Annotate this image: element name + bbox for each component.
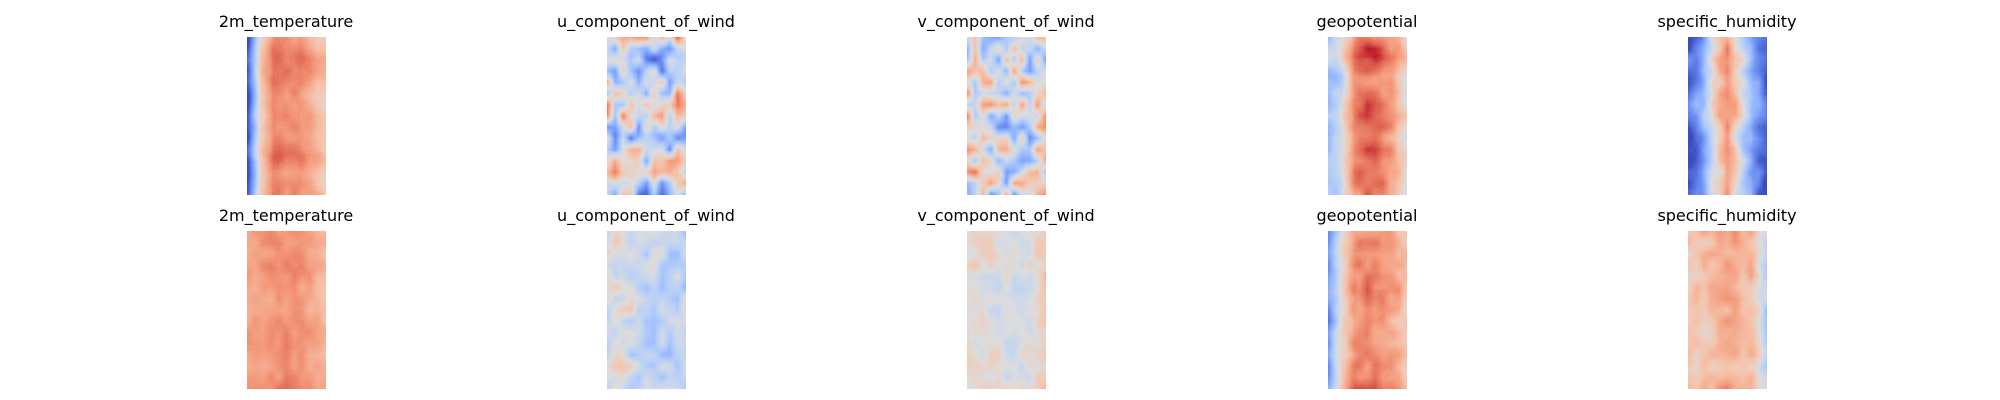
panel-title: v_component_of_wind	[917, 206, 1095, 225]
heatmap-2m-temperature	[247, 231, 326, 389]
heatmap-specific-humidity	[1688, 231, 1767, 389]
panel-title: specific_humidity	[1657, 12, 1797, 31]
heatmap-geopotential	[1328, 37, 1407, 195]
panel-title: 2m_temperature	[218, 206, 354, 225]
heatmap-v-component-of-wind	[967, 231, 1046, 389]
heatmap-geopotential	[1328, 231, 1407, 389]
panel-title: geopotential	[1316, 12, 1418, 31]
heatmap-u-component-of-wind	[607, 37, 686, 195]
panel-title: 2m_temperature	[218, 12, 354, 31]
panel-title: specific_humidity	[1657, 206, 1797, 225]
heatmap-u-component-of-wind	[607, 231, 686, 389]
panel-title: u_component_of_wind	[557, 12, 735, 31]
heatmap-specific-humidity	[1688, 37, 1767, 195]
panel-title: geopotential	[1316, 206, 1418, 225]
panel-title: u_component_of_wind	[557, 206, 735, 225]
panel-title: v_component_of_wind	[917, 12, 1095, 31]
heatmap-v-component-of-wind	[967, 37, 1046, 195]
heatmap-2m-temperature	[247, 37, 326, 195]
